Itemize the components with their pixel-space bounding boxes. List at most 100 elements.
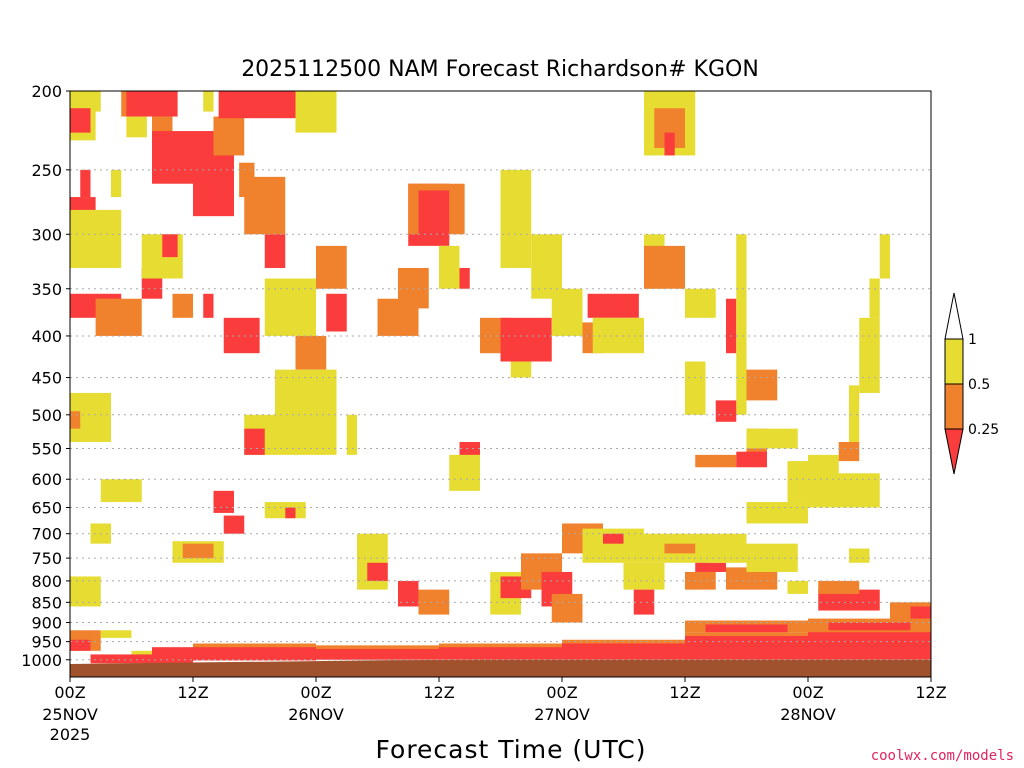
chart-title: 2025112500 NAM Forecast Richardson# KGON (241, 57, 759, 82)
ytick-label-300: 300 (31, 225, 62, 244)
legend-cap-<0.25 (944, 428, 964, 475)
plot-frame (69, 90, 932, 678)
ri-cell-115 (808, 473, 880, 508)
ri-cell-105 (695, 562, 726, 572)
ri-cell-5 (126, 116, 147, 138)
ri-cell-83 (223, 515, 245, 534)
ytick-label-400: 400 (31, 327, 62, 346)
ri-cell-82 (213, 490, 234, 513)
ytick-label-850: 850 (31, 593, 62, 612)
xtick-label-5: 12Z (669, 683, 700, 702)
xtick-year-0: 2025 (50, 725, 91, 744)
ri-cell-4 (126, 91, 178, 117)
ri-cell-70 (838, 442, 860, 462)
xtick-date-0: 25NOV (42, 705, 98, 724)
ri-cell-15 (80, 169, 91, 198)
ri-cell-1 (70, 108, 91, 133)
ri-cell-33 (275, 369, 337, 455)
ri-cell-129 (316, 648, 439, 660)
ri-cell-71 (849, 385, 860, 443)
xtick-label-4: 00Z (546, 683, 577, 702)
ri-cell-8 (193, 176, 234, 217)
ri-cell-21 (162, 234, 178, 258)
ri-cell-127 (90, 654, 193, 664)
ri-cell-22 (172, 293, 193, 318)
ri-cell-130 (439, 647, 562, 660)
ri-cell-43 (459, 267, 470, 289)
ri-cell-91 (449, 454, 480, 491)
ri-cell-133 (808, 632, 931, 660)
ri-cell-118 (70, 639, 91, 651)
legend-level-1: 1 (968, 332, 977, 348)
ri-cell-101 (633, 589, 655, 615)
ri-cell-58 (685, 288, 716, 318)
ri-cell-39 (418, 190, 450, 241)
ri-cell-24 (223, 317, 260, 354)
legend-cap->1 (944, 292, 964, 340)
ri-cell-27 (264, 234, 286, 268)
ri-cell-103 (664, 543, 696, 554)
richardson-cells (70, 91, 931, 664)
ri-cell-16 (111, 169, 122, 198)
ri-cell-11 (295, 91, 337, 133)
credit-text: coolwx.com/models (871, 748, 1014, 764)
ri-cell-28 (264, 278, 316, 336)
ri-cell-89 (418, 589, 450, 615)
ri-cell-51 (587, 293, 639, 318)
ri-cell-131 (562, 643, 685, 660)
ri-cell-52 (592, 317, 644, 354)
ytick-label-200: 200 (31, 82, 62, 101)
ri-cell-116 (746, 502, 808, 524)
x-axis-label: Forecast Time (UTC) (376, 735, 647, 764)
ytick-label-700: 700 (31, 525, 62, 544)
ri-cell-46 (510, 361, 532, 378)
ri-cell-119 (100, 630, 132, 638)
ri-cell-49 (551, 288, 583, 336)
ri-cell-72 (859, 317, 880, 393)
ri-cell-29 (295, 335, 327, 370)
ri-cell-35 (244, 428, 265, 455)
ri-cell-76 (70, 411, 81, 429)
ri-cell-107 (726, 567, 778, 590)
xtick-label-0: 00Z (54, 683, 85, 702)
ri-cell-109 (787, 580, 808, 594)
ri-cell-45 (500, 317, 552, 362)
ri-cell-23 (203, 293, 214, 318)
ri-cell-47 (500, 169, 532, 268)
legend-bin-0.5-1 (944, 338, 964, 385)
xtick-label-1: 12Z (177, 683, 208, 702)
ri-cell-61 (685, 361, 706, 415)
ri-cell-99 (603, 533, 624, 544)
legend-level-0.5: 0.5 (968, 377, 990, 393)
ri-cell-73 (869, 278, 880, 318)
ytick-label-900: 900 (31, 614, 62, 633)
ri-cell-136 (705, 624, 788, 633)
xtick-label-6: 00Z (792, 683, 823, 702)
ri-cell-31 (326, 293, 347, 332)
ytick-label-650: 650 (31, 499, 62, 518)
ri-cell-56 (664, 132, 675, 156)
ri-cell-18 (95, 298, 142, 336)
ri-cell-62 (746, 369, 778, 401)
ri-cell-14 (70, 209, 122, 268)
ri-cell-110 (818, 589, 880, 611)
ytick-label-600: 600 (31, 470, 62, 489)
ri-cell-48 (531, 234, 562, 299)
ytick-label-550: 550 (31, 439, 62, 458)
ytick-label-800: 800 (31, 572, 62, 591)
ri-cell-112 (849, 548, 870, 563)
ri-cell-9 (213, 116, 245, 156)
ri-cell-87 (367, 562, 388, 581)
xtick-label-7: 12Z (915, 683, 946, 702)
ytick-label-750: 750 (31, 549, 62, 568)
ri-cell-79 (70, 576, 101, 607)
xtick-label-3: 12Z (423, 683, 454, 702)
legend-bin-0.25-0.5 (944, 383, 964, 430)
ytick-label-350: 350 (31, 280, 62, 299)
ri-cell-85 (285, 507, 296, 519)
ri-cell-30 (316, 245, 347, 289)
ytick-label-500: 500 (31, 406, 62, 425)
ground-surface (70, 659, 931, 677)
